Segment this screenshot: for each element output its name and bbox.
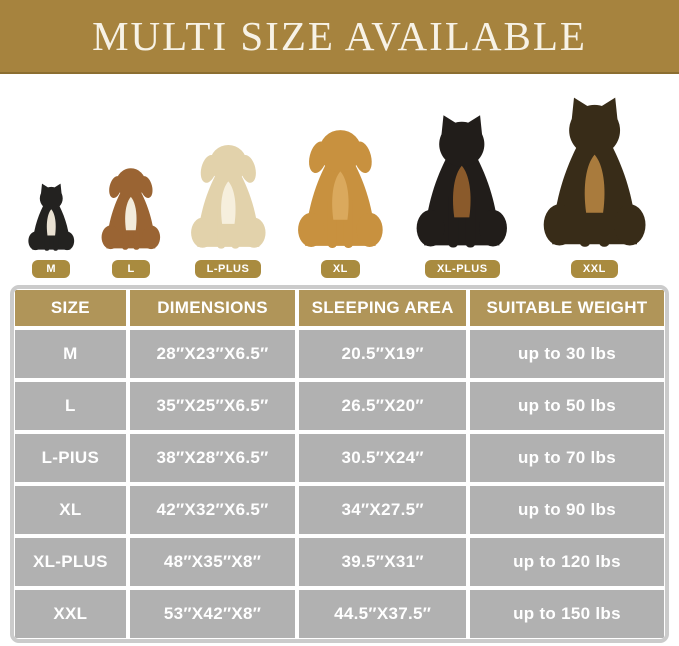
dimensions-cell: 38″X28″X6.5″ (129, 434, 296, 482)
dog-column-l: L (96, 162, 166, 278)
size-cell: XXL (15, 590, 126, 638)
sleeping-area-cell: 26.5″X20″ (299, 382, 466, 430)
size-pill-lplus: L-PLUS (194, 259, 262, 278)
dog-column-m: M (24, 182, 79, 278)
dimensions-cell: 48″X35″X8″ (129, 538, 296, 586)
dog-column-xlplus: XL-PLUS (408, 112, 516, 278)
sleeping-area-cell: 30.5″X24″ (299, 434, 466, 482)
weight-cell: up to 150 lbs (469, 590, 664, 638)
dimensions-cell: 53″X42″X8″ (129, 590, 296, 638)
size-cell: L (15, 382, 126, 430)
weight-cell: up to 90 lbs (469, 486, 664, 534)
weight-cell: up to 30 lbs (469, 330, 664, 378)
golden-retriever-illustration (290, 121, 391, 254)
dimensions-cell: 42″X32″X6.5″ (129, 486, 296, 534)
sleeping-area-cell: 34″X27.5″ (299, 486, 466, 534)
size-pill-xxl: XXL (570, 259, 618, 278)
french-bulldog-illustration (24, 182, 79, 254)
cream-golden-retriever-illustration (184, 137, 273, 254)
size-pill-xl: XL (320, 259, 360, 278)
size-cell: M (15, 330, 126, 378)
size-pill-xlplus: XL-PLUS (424, 259, 500, 278)
size-pill-l: L (112, 259, 151, 278)
size-cell: L-PIUS (15, 434, 126, 482)
header-size: SIZE (15, 290, 126, 326)
size-pill-m: M (32, 259, 71, 278)
dimensions-cell: 35″X25″X6.5″ (129, 382, 296, 430)
title-banner: MULTI SIZE AVAILABLE (0, 0, 679, 74)
size-table-border: SIZE DIMENSIONS SLEEPING AREA SUITABLE W… (10, 285, 669, 643)
weight-cell: up to 70 lbs (469, 434, 664, 482)
size-cell: XL-PLUS (15, 538, 126, 586)
size-cell: XL (15, 486, 126, 534)
header-sleeping-area: SLEEPING AREA (299, 290, 466, 326)
dog-column-xl: XL (290, 121, 391, 278)
weight-cell: up to 120 lbs (469, 538, 664, 586)
size-table: SIZE DIMENSIONS SLEEPING AREA SUITABLE W… (14, 289, 665, 639)
header-dimensions: DIMENSIONS (129, 290, 296, 326)
beagle-illustration (96, 162, 166, 254)
page-title: MULTI SIZE AVAILABLE (92, 13, 587, 59)
header-suitable-weight: SUITABLE WEIGHT (469, 290, 664, 326)
doberman-illustration (408, 112, 516, 254)
sleeping-area-cell: 39.5″X31″ (299, 538, 466, 586)
sleeping-area-cell: 20.5″X19″ (299, 330, 466, 378)
weight-cell: up to 50 lbs (469, 382, 664, 430)
dimensions-cell: 28″X23″X6.5″ (129, 330, 296, 378)
dog-size-row: M L L-PLUS XL XL-PLUS XXL (0, 74, 679, 278)
dog-column-lplus: L-PLUS (184, 137, 273, 278)
german-shepherd-illustration (534, 94, 655, 254)
dog-column-xxl: XXL (534, 94, 655, 278)
sleeping-area-cell: 44.5″X37.5″ (299, 590, 466, 638)
